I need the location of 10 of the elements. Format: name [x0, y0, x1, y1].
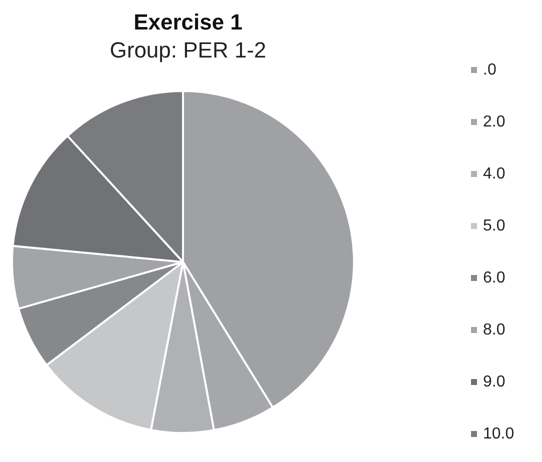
- legend-label: 6.0: [483, 270, 506, 286]
- chart-title: Exercise 1: [134, 10, 242, 34]
- legend-label: 4.0: [483, 166, 506, 182]
- chart-subtitle: Group: PER 1-2: [110, 38, 266, 62]
- legend-label: 9.0: [483, 374, 506, 390]
- legend-label: 8.0: [483, 322, 506, 338]
- legend-label: 2.0: [483, 114, 506, 130]
- legend-label: 5.0: [483, 218, 506, 234]
- legend-label: .0: [483, 62, 496, 78]
- legend-label: 10.0: [483, 426, 514, 442]
